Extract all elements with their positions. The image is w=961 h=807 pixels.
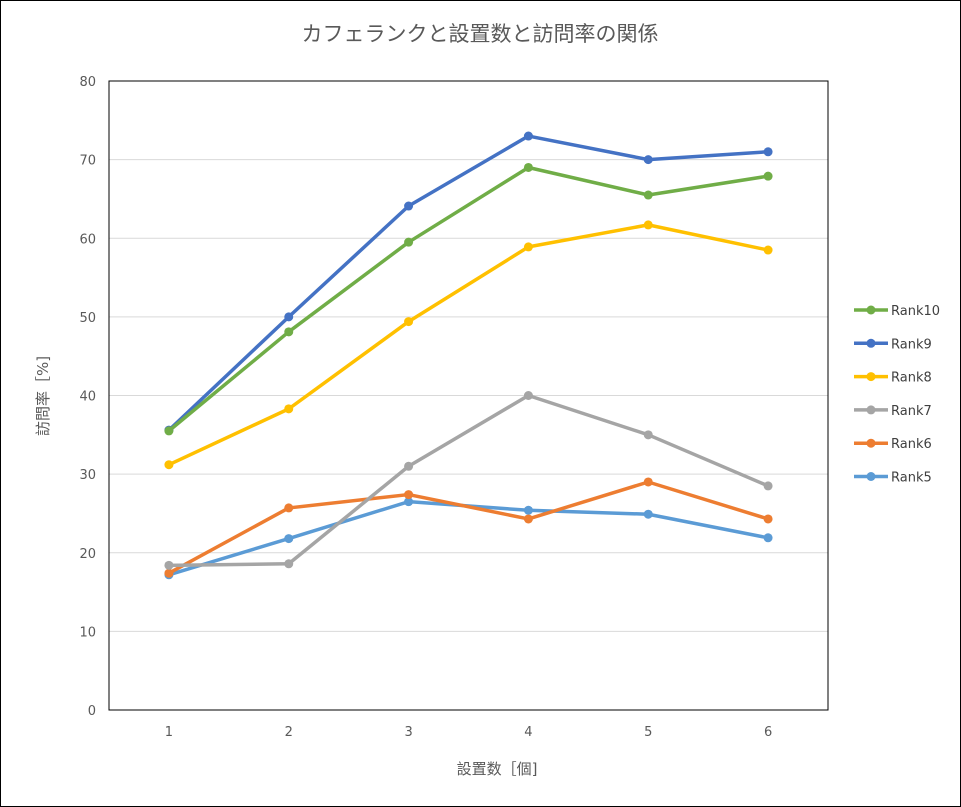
legend-label: Rank7 [891, 404, 932, 419]
data-point [523, 391, 533, 400]
x-tick-label: 2 [285, 725, 293, 740]
data-point [763, 171, 773, 181]
legend-item: Rank6 [854, 437, 932, 452]
y-tick-label: 70 [79, 154, 96, 169]
data-point [643, 220, 653, 230]
data-point [284, 312, 294, 322]
x-tick-label: 1 [165, 725, 173, 740]
legend: Rank10 Rank9 Rank8 Rank7 Rank6 Rank5 [854, 304, 940, 486]
data-point [284, 534, 294, 544]
legend-marker [866, 405, 876, 415]
series-line [168, 223, 769, 467]
chart-title: カフェランクと設置数と訪問率の関係 [302, 22, 659, 46]
series-rank7 [164, 391, 773, 570]
data-point [164, 568, 174, 578]
data-point [404, 201, 414, 211]
series-line [168, 480, 769, 575]
x-tick-label: 3 [404, 725, 412, 740]
y-tick-label: 80 [79, 75, 96, 90]
data-point [164, 426, 174, 436]
series-rank6 [164, 477, 773, 578]
data-point [284, 327, 294, 337]
series-line [168, 393, 769, 568]
legend-label: Rank10 [891, 304, 940, 319]
series-line [167, 165, 769, 433]
x-tick-label: 5 [644, 725, 652, 740]
x-axis-ticks: 1 2 3 4 5 6 [165, 725, 772, 740]
data-point [523, 162, 533, 172]
data-point [643, 155, 653, 165]
legend-item: Rank8 [854, 371, 932, 386]
data-point [763, 147, 773, 157]
data-point [404, 490, 414, 500]
data-point [404, 237, 414, 247]
legend-item: Rank9 [854, 337, 932, 352]
y-tick-label: 30 [79, 468, 96, 483]
series-line [167, 134, 769, 432]
data-point [523, 505, 533, 515]
x-tick-label: 6 [764, 725, 772, 740]
data-point [404, 461, 414, 471]
data-point [284, 404, 294, 414]
legend-item: Rank7 [854, 404, 932, 419]
data-point [763, 245, 773, 255]
y-tick-label: 10 [79, 625, 96, 640]
legend-item: Rank10 [854, 304, 940, 319]
data-point [643, 190, 653, 200]
data-point [523, 131, 533, 141]
data-point [643, 477, 653, 487]
data-point [763, 514, 773, 524]
data-point [164, 560, 174, 570]
data-point [643, 509, 653, 519]
data-point [284, 503, 294, 513]
x-axis-label: 設置数［個] [457, 760, 538, 778]
x-tick-label: 4 [524, 725, 532, 740]
data-point [763, 481, 773, 491]
legend-item: Rank5 [854, 471, 932, 486]
legend-marker [866, 372, 876, 382]
legend-marker [866, 438, 876, 448]
data-point [404, 317, 414, 327]
series-rank10 [164, 162, 773, 436]
legend-marker [866, 338, 876, 348]
legend-marker [866, 472, 876, 481]
data-point [404, 497, 414, 507]
legend-label: Rank5 [891, 471, 932, 486]
data-point [523, 242, 533, 252]
data-point [523, 514, 533, 524]
series-lines [164, 131, 773, 580]
legend-label: Rank9 [891, 337, 932, 352]
y-tick-label: 20 [79, 547, 96, 562]
data-point [164, 460, 174, 470]
gridlines [109, 159, 828, 632]
legend-label: Rank8 [891, 371, 932, 386]
data-point [284, 559, 294, 569]
y-axis-label: 訪問率［%] [34, 356, 52, 436]
legend-marker [866, 305, 876, 315]
series-rank8 [164, 220, 773, 470]
y-axis-ticks: 0 10 20 30 40 50 60 70 80 [79, 75, 96, 719]
data-point [643, 430, 653, 440]
data-point [763, 533, 773, 543]
y-tick-label: 0 [88, 704, 96, 719]
y-tick-label: 40 [79, 390, 96, 405]
plot-area [108, 80, 829, 711]
legend-label: Rank6 [891, 437, 932, 452]
y-tick-label: 50 [79, 311, 96, 326]
y-tick-label: 60 [79, 232, 96, 247]
